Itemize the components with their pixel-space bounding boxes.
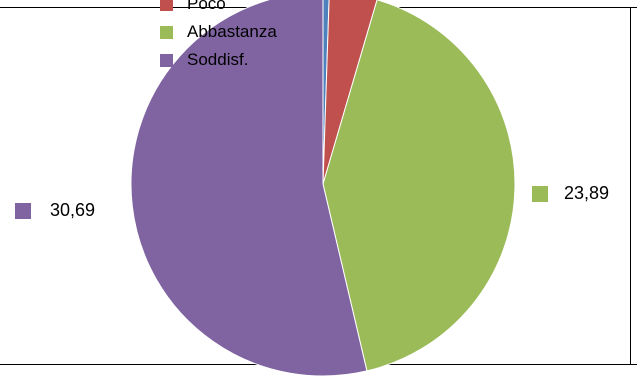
data-label-swatch [532, 186, 548, 202]
data-label-swatch [15, 203, 31, 219]
data-label: 23,89 [564, 183, 609, 203]
legend-label-abbastanza: Abbastanza [187, 22, 277, 41]
legend-label-poco: Poco [187, 0, 226, 13]
data-label: 30,69 [50, 200, 95, 220]
legend-swatch-poco [160, 0, 173, 11]
pie-slice-soddisf [130, 0, 368, 377]
pie-slice-abbastanza [322, 0, 516, 372]
legend-item-poco: Poco [160, 0, 277, 18]
legend-swatch-soddisf [160, 53, 173, 67]
chart-frame-right [630, 7, 631, 365]
legend: Poco Abbastanza Soddisf. [160, 0, 277, 74]
legend-label-soddisf: Soddisf. [187, 50, 249, 69]
legend-swatch-abbastanza [160, 25, 173, 39]
legend-item-abbastanza: Abbastanza [160, 18, 277, 46]
legend-item-soddisf: Soddisf. [160, 46, 277, 74]
